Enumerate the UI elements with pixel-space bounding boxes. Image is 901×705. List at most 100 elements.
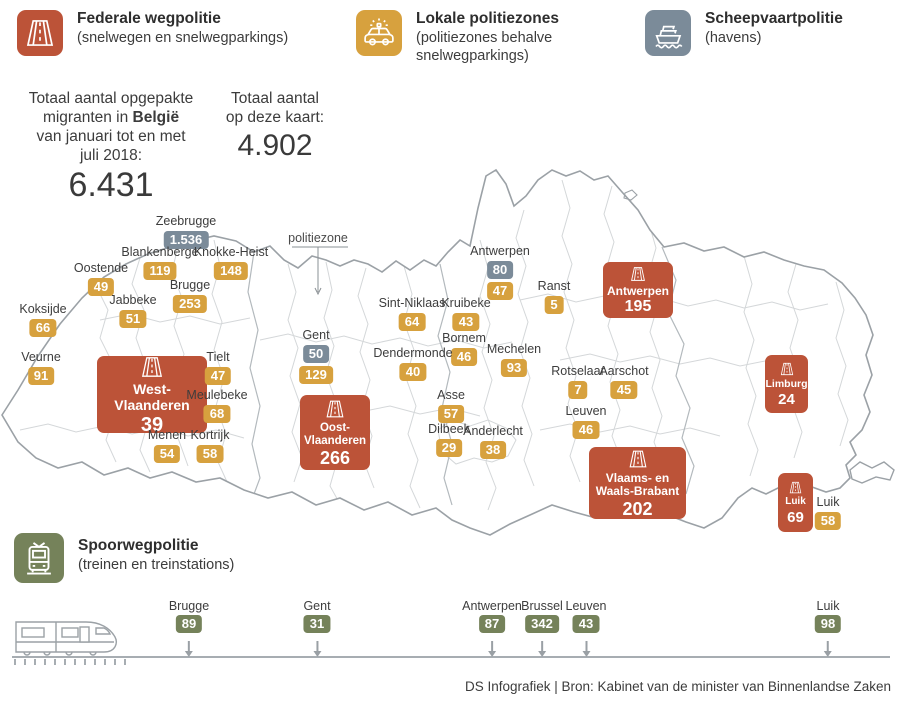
map-marker: Koksijde 66 — [19, 302, 67, 337]
map-marker: Kruibeke 43 — [441, 297, 491, 331]
zone-count-badge: 47 — [486, 281, 514, 300]
station-label: Antwerpen — [462, 599, 522, 613]
zone-count-badge: 253 — [173, 294, 207, 313]
down-arrow-icon — [185, 640, 193, 657]
highway-icon — [17, 10, 63, 56]
province-box: Limburg 24 — [765, 355, 808, 413]
place-label: Leuven — [565, 404, 607, 418]
total-map-line2: op deze kaart: — [225, 109, 325, 126]
legend-shipping: Scheepvaartpolitie (havens) — [645, 10, 865, 56]
politiezone-annotation: politiezone — [288, 231, 348, 245]
train-illustration — [15, 621, 117, 656]
zone-count-badge: 46 — [572, 420, 600, 439]
station-label: Leuven — [565, 599, 607, 613]
place-label: Anderlecht — [463, 424, 523, 438]
rail-station: Antwerpen 87 — [462, 600, 522, 657]
place-label: Tielt — [206, 350, 230, 364]
map-marker: Zeebrugge 1.536 — [156, 215, 216, 249]
map-marker: Blankenberge 119 — [121, 245, 199, 280]
province-label: West- Vlaanderen — [114, 381, 190, 413]
legend-shipping-title: Scheepvaartpolitie — [705, 10, 843, 27]
map-marker: Mechelen 93 — [487, 343, 541, 377]
map-marker: Bornem 46 — [442, 332, 486, 366]
place-label: Blankenberge — [121, 245, 199, 259]
zone-count-badge: 68 — [203, 404, 231, 423]
station-count-badge: 43 — [572, 614, 600, 633]
map-marker: Veurne 91 — [21, 351, 61, 385]
province-count: 266 — [319, 447, 351, 468]
highway-icon — [141, 357, 163, 378]
legend-rail: Spoorwegpolitie (treinen en treinstation… — [14, 533, 298, 583]
police-car-icon — [356, 10, 402, 56]
station-label: Gent — [303, 599, 331, 613]
legend-federal: Federale wegpolitie (snelwegen en snelwe… — [17, 10, 337, 56]
station-label: Brugge — [168, 599, 210, 613]
zone-count-badge: 119 — [143, 261, 177, 280]
province-count: 202 — [622, 498, 653, 519]
total-belgium: Totaal aantal opgepakte migranten in Bel… — [5, 89, 217, 204]
place-label: Koksijde — [19, 302, 67, 316]
legend-local-title: Lokale politiezones — [416, 10, 559, 27]
zone-count-badge: 58 — [196, 444, 224, 463]
map-marker: Asse 57 — [437, 389, 465, 423]
zone-count-badge: 46 — [450, 347, 478, 366]
place-label: Bornem — [442, 331, 486, 345]
province-count: 24 — [778, 391, 795, 409]
zone-count-badge: 29 — [435, 438, 463, 457]
map-marker: Leuven 46 — [565, 404, 607, 439]
station-count-badge: 87 — [478, 614, 506, 633]
province-boundaries — [247, 246, 695, 506]
total-belgium-line1: Totaal aantal opgepakte — [28, 90, 194, 107]
zone-count-badge: 7 — [568, 380, 588, 399]
highway-icon — [631, 266, 645, 281]
place-label: Dendermonde — [373, 346, 453, 360]
place-label: Zeebrugge — [155, 214, 217, 228]
map-marker: Rotselaar 7 — [551, 365, 605, 399]
place-label: Meulebeke — [186, 388, 248, 402]
province-box: Oost- Vlaanderen 266 — [300, 395, 370, 470]
province-count: 195 — [624, 298, 652, 316]
zone-count-badge: 54 — [153, 444, 181, 463]
rail-track-line — [12, 656, 890, 658]
highway-icon — [629, 450, 646, 468]
highway-icon — [789, 481, 802, 494]
country-border — [1, 168, 874, 536]
zone-count-badge: 91 — [27, 366, 55, 385]
total-belgium-line4: juli 2018: — [79, 147, 143, 164]
rail-station: Brussel 342 — [521, 600, 563, 657]
zone-count-badge: 58 — [814, 511, 842, 530]
down-arrow-icon — [312, 640, 321, 657]
map-marker: Meulebeke 68 — [186, 388, 248, 423]
highway-icon — [780, 362, 793, 375]
zone-count-badge: 57 — [437, 404, 465, 423]
map-marker: Anderlecht 38 — [463, 425, 523, 459]
port-count-badge: 1.536 — [163, 230, 209, 249]
down-arrow-icon — [581, 640, 590, 657]
province-box: Vlaams- en Waals-Brabant 202 — [589, 447, 686, 519]
place-label: Veurne — [21, 350, 61, 364]
province-box: Antwerpen 195 — [603, 262, 673, 318]
place-label: Sint-Niklaas — [378, 296, 446, 310]
province-count: 39 — [140, 413, 164, 436]
zone-count-badge: 38 — [479, 440, 507, 459]
map-marker: Sint-Niklaas 64 — [378, 296, 446, 331]
place-label: Asse — [437, 388, 465, 402]
zone-count-badge: 148 — [214, 261, 248, 280]
legend-shipping-subtitle: (havens) — [705, 29, 762, 46]
place-label: Oostende — [73, 261, 129, 275]
source-credit: DS Infografiek | Bron: Kabinet van de mi… — [464, 679, 891, 694]
port-count-badge: 50 — [302, 344, 330, 363]
zone-boundaries — [19, 179, 849, 511]
total-map-value: 4.902 — [237, 129, 313, 162]
place-label: Kortrijk — [190, 428, 230, 442]
down-arrow-icon — [538, 640, 546, 657]
legend-local: Lokale politiezones (politiezones behalv… — [356, 10, 586, 65]
place-label: Gent — [302, 328, 330, 342]
place-label: Mechelen — [486, 342, 542, 356]
rail-station: Leuven 43 — [565, 599, 607, 657]
province-label: Limburg — [765, 377, 808, 390]
zone-count-badge: 64 — [398, 312, 426, 331]
province-label: Luik — [785, 496, 806, 508]
